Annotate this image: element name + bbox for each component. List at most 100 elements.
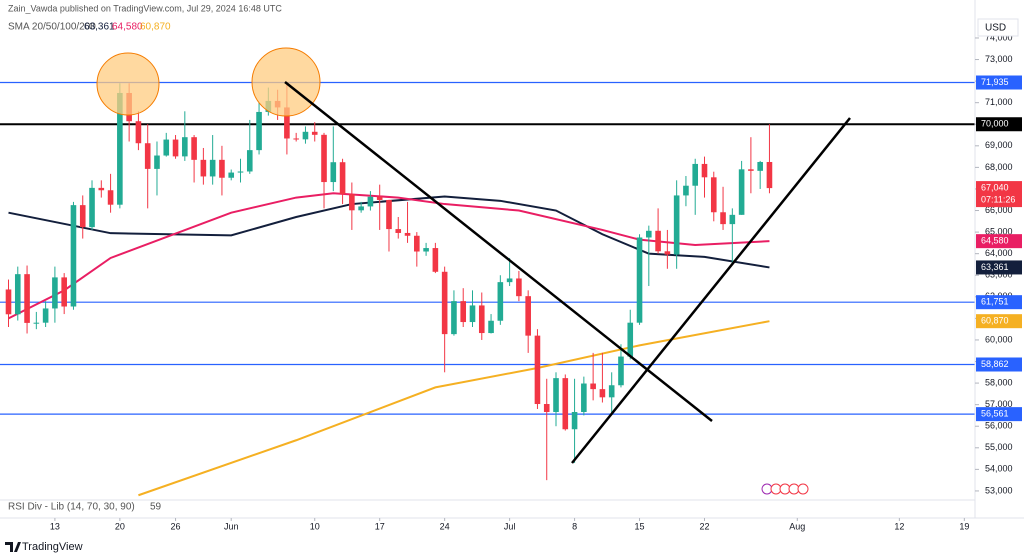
candle-body bbox=[182, 137, 188, 157]
y-tick-label: 64,000 bbox=[985, 248, 1013, 258]
price-tag bbox=[976, 314, 1022, 329]
candle-body bbox=[367, 196, 374, 207]
x-tick-label: 22 bbox=[699, 521, 709, 531]
candle-body bbox=[209, 159, 216, 177]
price-tag-label: 58,862 bbox=[981, 359, 1009, 369]
candle-body bbox=[404, 232, 411, 236]
candle-body bbox=[497, 282, 504, 321]
y-tick-label: 74,000 bbox=[985, 32, 1013, 42]
y-tick-label: 58,000 bbox=[985, 377, 1013, 387]
candle-body bbox=[256, 111, 262, 151]
publish-note: Zain_Vawda published on TradingView.com,… bbox=[8, 3, 282, 13]
candle-body bbox=[302, 131, 309, 140]
rsi-value: 59 bbox=[150, 502, 162, 513]
candle-body bbox=[89, 187, 95, 228]
candle-body bbox=[441, 271, 448, 335]
candle-body bbox=[33, 322, 40, 324]
candle-body bbox=[154, 155, 160, 169]
candle-body bbox=[543, 404, 550, 412]
indicator-value: 60,870 bbox=[140, 22, 171, 33]
candle-body bbox=[117, 92, 123, 205]
event-icons bbox=[761, 483, 809, 495]
y-tick-label: 73,000 bbox=[985, 54, 1013, 64]
candle-body bbox=[98, 187, 105, 191]
x-tick-label: 19 bbox=[959, 521, 969, 531]
candle-body bbox=[451, 301, 457, 335]
currency-box[interactable] bbox=[977, 18, 1019, 37]
candle-body bbox=[664, 251, 671, 255]
candle-body bbox=[376, 196, 383, 200]
x-tick-label: 12 bbox=[894, 521, 904, 531]
candle-body bbox=[14, 274, 21, 315]
x-tick-label: 20 bbox=[115, 521, 125, 531]
x-tick-label: Aug bbox=[789, 521, 805, 531]
x-tick-label: 26 bbox=[171, 521, 181, 531]
candle-body bbox=[61, 277, 67, 307]
x-tick-label: 13 bbox=[50, 521, 60, 531]
candle-body bbox=[135, 121, 142, 144]
candle-body bbox=[553, 378, 559, 412]
candle-body bbox=[646, 230, 652, 238]
indicator-value: 64,580 bbox=[112, 22, 143, 33]
candle-body bbox=[469, 305, 476, 323]
highlight-circle bbox=[96, 52, 160, 116]
candle-body bbox=[506, 278, 513, 283]
candle-body bbox=[599, 389, 606, 398]
price-tag bbox=[976, 295, 1022, 310]
y-tick-label: 66,000 bbox=[985, 205, 1013, 215]
price-tag bbox=[976, 234, 1022, 249]
candle-body bbox=[228, 172, 235, 178]
candle-body bbox=[701, 163, 708, 178]
plot-area bbox=[0, 81, 975, 497]
brand-name: TradingView bbox=[22, 541, 83, 553]
price-tag-label: 67,040 bbox=[981, 182, 1009, 192]
candle-body bbox=[70, 205, 77, 307]
candle-body bbox=[692, 163, 699, 186]
sma-line bbox=[8, 195, 770, 269]
x-tick-label: 8 bbox=[572, 521, 577, 531]
rsi-label: RSI Div - Lib (14, 70, 30, 90) bbox=[8, 502, 135, 513]
candle-body bbox=[460, 301, 467, 323]
candle-body bbox=[395, 229, 402, 233]
y-tick-label: 69,000 bbox=[985, 140, 1013, 150]
x-tick-label: 15 bbox=[635, 521, 645, 531]
y-tick-label: 55,000 bbox=[985, 442, 1013, 452]
y-tick-label: 56,000 bbox=[985, 421, 1013, 431]
price-tag-label: 61,751 bbox=[981, 297, 1009, 307]
candle-body bbox=[478, 305, 485, 334]
candle-body bbox=[200, 159, 207, 177]
candle-body bbox=[432, 248, 439, 272]
x-tick-label: 10 bbox=[310, 521, 320, 531]
candle-body bbox=[655, 230, 661, 252]
candle-body bbox=[42, 308, 49, 323]
candle-body bbox=[423, 248, 429, 252]
y-tick-label: 57,000 bbox=[985, 399, 1013, 409]
y-tick-label: 54,000 bbox=[985, 464, 1013, 474]
price-tag-label: 60,870 bbox=[981, 316, 1009, 326]
candle-body bbox=[562, 378, 569, 430]
price-tag-label: 64,580 bbox=[981, 236, 1009, 246]
candle-body bbox=[358, 206, 364, 211]
candle-body bbox=[710, 177, 717, 213]
candle-body bbox=[339, 162, 346, 195]
candle-body bbox=[608, 385, 615, 398]
trend-line bbox=[284, 81, 713, 422]
candle-body bbox=[516, 278, 522, 297]
candle-body bbox=[311, 131, 318, 135]
price-tag-label: 63,361 bbox=[981, 262, 1009, 272]
price-axis: 53,00054,00055,00056,00057,00058,00059,0… bbox=[975, 32, 1022, 495]
y-tick-label: 53,000 bbox=[985, 485, 1013, 495]
candle-body bbox=[683, 185, 689, 196]
candle-body bbox=[673, 195, 680, 255]
candle-body bbox=[627, 322, 634, 357]
price-tag bbox=[976, 75, 1022, 90]
candle-body bbox=[107, 190, 114, 205]
candle-body bbox=[172, 139, 179, 157]
price-tag bbox=[976, 407, 1022, 422]
candle-body bbox=[488, 320, 494, 334]
candle-body bbox=[766, 161, 773, 189]
candle-body bbox=[729, 214, 736, 225]
candle-body bbox=[293, 138, 299, 140]
x-tick-label: 24 bbox=[440, 521, 450, 531]
candle-body bbox=[571, 411, 578, 430]
